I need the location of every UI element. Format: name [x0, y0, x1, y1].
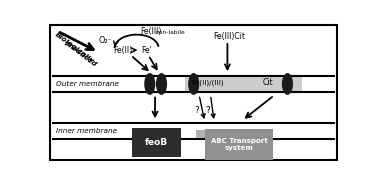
Text: Fe(III)Cit: Fe(III)Cit	[213, 32, 245, 41]
Text: Fe(III): Fe(III)	[140, 27, 162, 36]
Ellipse shape	[156, 73, 167, 95]
Text: Feʹ: Feʹ	[142, 46, 152, 55]
Text: produced: produced	[64, 40, 98, 68]
Text: Cit: Cit	[263, 78, 273, 87]
Text: Inner membrane: Inner membrane	[56, 128, 117, 134]
Text: ?: ?	[205, 106, 210, 115]
Bar	[185, 76, 302, 92]
Ellipse shape	[144, 73, 155, 95]
Ellipse shape	[282, 73, 293, 95]
Text: O₂⁻: O₂⁻	[99, 36, 112, 46]
FancyBboxPatch shape	[206, 129, 273, 160]
FancyBboxPatch shape	[132, 128, 181, 157]
Text: ?: ?	[194, 106, 199, 115]
Bar	[196, 130, 215, 138]
FancyBboxPatch shape	[50, 25, 337, 160]
Text: non-labile: non-labile	[155, 30, 185, 35]
Ellipse shape	[188, 73, 199, 95]
Text: Biologically: Biologically	[54, 31, 95, 64]
Text: Fe(II)/(III): Fe(II)/(III)	[191, 79, 224, 86]
Text: feoB: feoB	[145, 138, 168, 147]
Text: Fe(II): Fe(II)	[114, 46, 133, 55]
Text: ABC Transport
system: ABC Transport system	[211, 138, 268, 151]
Text: Outer membrane: Outer membrane	[56, 81, 119, 87]
